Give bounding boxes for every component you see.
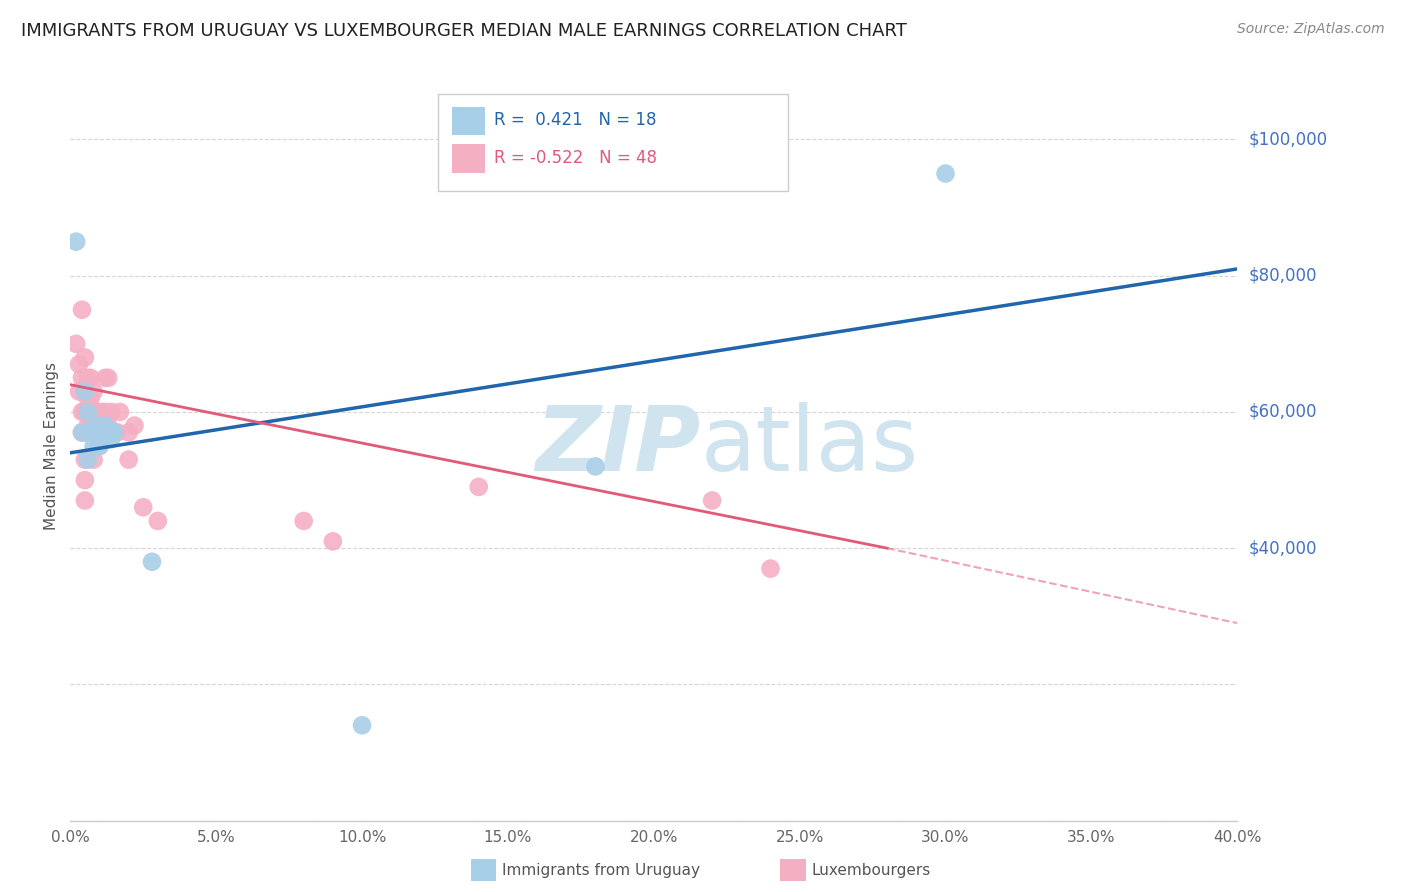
Point — [322, 534, 344, 549]
Text: $100,000: $100,000 — [1249, 130, 1327, 148]
Text: $80,000: $80,000 — [1249, 267, 1317, 285]
Point — [70, 425, 93, 440]
Point — [86, 425, 108, 440]
Bar — [451, 144, 485, 172]
Point — [934, 167, 956, 181]
Point — [759, 561, 782, 575]
Point — [70, 405, 93, 419]
Text: R =  0.421   N = 18: R = 0.421 N = 18 — [494, 112, 657, 129]
Point — [100, 405, 122, 419]
Point — [89, 439, 111, 453]
Point — [73, 425, 96, 440]
Point — [67, 357, 90, 371]
Point — [100, 432, 122, 446]
Point — [73, 452, 96, 467]
Point — [80, 371, 103, 385]
Point — [70, 371, 93, 385]
Point — [83, 439, 105, 453]
Point — [76, 371, 98, 385]
Point — [585, 459, 607, 474]
Point — [80, 425, 103, 440]
Point — [94, 371, 117, 385]
Point — [67, 384, 90, 399]
Point — [94, 405, 117, 419]
Point — [76, 418, 98, 433]
Point — [141, 555, 163, 569]
Point — [103, 425, 125, 440]
Point — [132, 500, 155, 515]
Text: ZIP: ZIP — [536, 402, 700, 490]
Point — [91, 432, 114, 446]
Point — [118, 452, 141, 467]
Point — [97, 418, 120, 433]
Point — [76, 405, 98, 419]
Text: Source: ZipAtlas.com: Source: ZipAtlas.com — [1237, 22, 1385, 37]
Text: Luxembourgers: Luxembourgers — [811, 863, 931, 878]
Point — [70, 425, 93, 440]
Point — [83, 384, 105, 399]
Point — [65, 235, 87, 249]
Bar — [451, 106, 485, 135]
Point — [73, 493, 96, 508]
Point — [124, 418, 146, 433]
Text: IMMIGRANTS FROM URUGUAY VS LUXEMBOURGER MEDIAN MALE EARNINGS CORRELATION CHART: IMMIGRANTS FROM URUGUAY VS LUXEMBOURGER … — [21, 22, 907, 40]
Point — [89, 439, 111, 453]
Point — [91, 405, 114, 419]
Point — [76, 452, 98, 467]
Point — [70, 302, 93, 317]
Text: atlas: atlas — [700, 402, 918, 490]
Point — [73, 384, 96, 399]
Point — [83, 452, 105, 467]
Text: $60,000: $60,000 — [1249, 403, 1317, 421]
Point — [105, 425, 128, 440]
Point — [65, 336, 87, 351]
Point — [76, 392, 98, 406]
Point — [118, 425, 141, 440]
Point — [83, 425, 105, 440]
Point — [73, 351, 96, 365]
Point — [89, 418, 111, 433]
Point — [80, 392, 103, 406]
Point — [80, 418, 103, 433]
Point — [86, 418, 108, 433]
Point — [83, 405, 105, 419]
Point — [103, 425, 125, 440]
Point — [94, 418, 117, 433]
Text: Immigrants from Uruguay: Immigrants from Uruguay — [502, 863, 700, 878]
Y-axis label: Median Male Earnings: Median Male Earnings — [44, 362, 59, 530]
Point — [86, 405, 108, 419]
Text: R = -0.522   N = 48: R = -0.522 N = 48 — [494, 149, 657, 167]
Point — [97, 371, 120, 385]
Point — [108, 405, 131, 419]
Point — [73, 473, 96, 487]
FancyBboxPatch shape — [437, 94, 787, 191]
Point — [91, 425, 114, 440]
Text: $40,000: $40,000 — [1249, 539, 1317, 558]
Point — [468, 480, 491, 494]
Point — [73, 405, 96, 419]
Point — [146, 514, 169, 528]
Point — [73, 384, 96, 399]
Point — [352, 718, 374, 732]
Point — [97, 425, 120, 440]
Point — [700, 493, 723, 508]
Point — [292, 514, 315, 528]
